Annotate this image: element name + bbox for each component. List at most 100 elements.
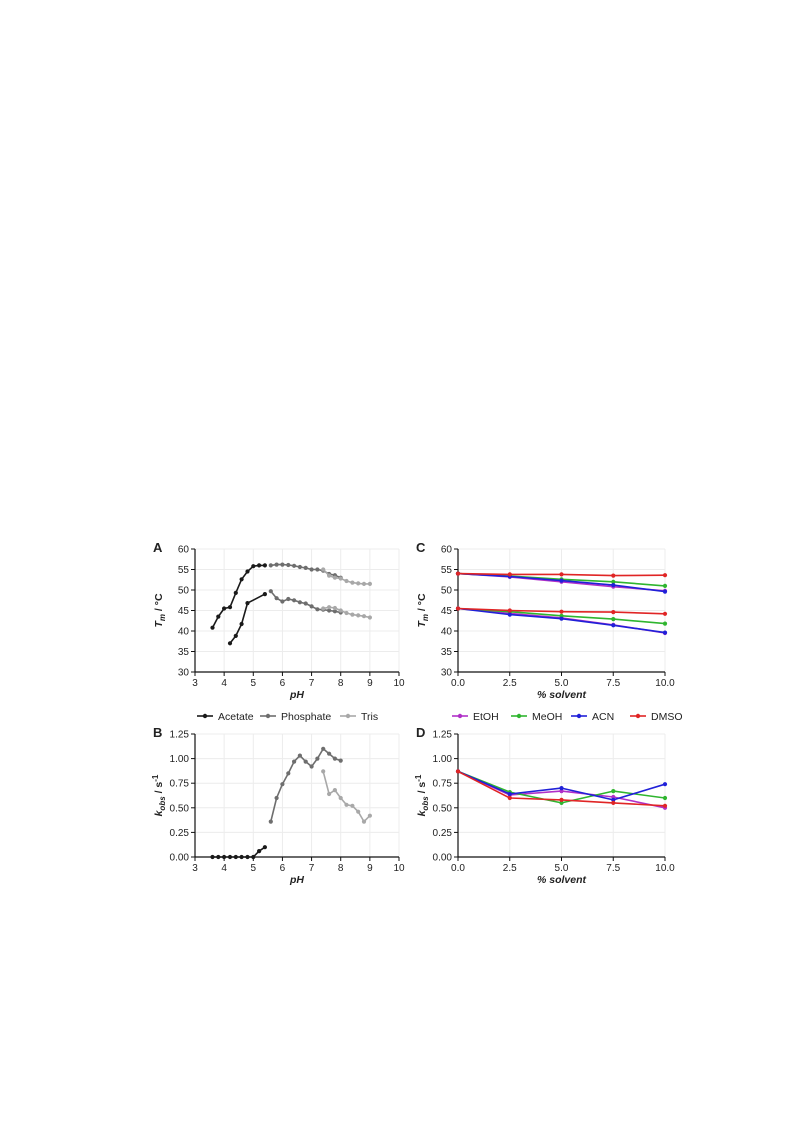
data-point	[274, 795, 279, 801]
data-point	[507, 612, 512, 617]
data-point	[315, 567, 320, 572]
panel-b: B 3 4 5 6 7 8 9 10 0.00 0.25 0.50 0.75 1.00 1.25 pH kobs…	[151, 725, 405, 886]
series-line	[322, 771, 371, 823]
y-tick-label: 30	[178, 668, 190, 679]
data-point	[350, 612, 355, 617]
data-point	[662, 782, 668, 787]
data-point	[297, 564, 302, 570]
data-point	[611, 797, 616, 803]
data-point	[361, 819, 367, 824]
x-tick-label: 5.0	[555, 678, 569, 689]
data-point	[338, 758, 343, 763]
y-axis-label-main: k	[153, 809, 165, 816]
x-axis-label: pH	[289, 874, 304, 886]
y-axis-label: kobs / s-1	[151, 774, 167, 816]
data-point	[315, 607, 320, 612]
data-point	[611, 794, 616, 800]
data-point	[268, 589, 273, 594]
data-point	[611, 573, 616, 578]
data-point	[245, 569, 250, 574]
data-point	[280, 782, 285, 787]
y-tick-label: 0.50	[433, 803, 453, 814]
legend-swatch-marker	[635, 713, 641, 719]
legend-item: Tris	[340, 711, 378, 723]
legend-label: Tris	[361, 711, 378, 723]
y-axis-label-unit: / s	[153, 782, 165, 797]
y-tick-label: 55	[441, 565, 453, 576]
y-axis-label: Tm / °C	[153, 593, 167, 627]
data-point	[507, 608, 512, 613]
data-point	[662, 630, 668, 635]
y-axis-label-subscript: obs	[421, 796, 430, 811]
data-point	[662, 621, 668, 626]
y-axis-label-subscript: m	[158, 614, 167, 621]
y-axis-label-subscript: obs	[158, 796, 167, 811]
x-tick-label: 8	[338, 863, 344, 874]
data-point	[286, 596, 291, 602]
data-point	[455, 769, 461, 774]
data-point	[251, 854, 256, 860]
data-point	[356, 581, 361, 586]
y-tick-label: 35	[178, 647, 190, 658]
data-point	[327, 573, 332, 578]
data-point	[611, 579, 616, 584]
y-tick-label: 60	[441, 545, 453, 556]
x-tick-label: 0.0	[451, 678, 465, 689]
data-point	[332, 609, 337, 614]
data-point	[559, 786, 564, 791]
data-point	[367, 615, 372, 620]
data-point	[227, 641, 233, 646]
data-point	[303, 759, 308, 764]
data-point	[338, 795, 343, 801]
data-point	[297, 753, 302, 758]
data-point	[292, 598, 297, 603]
data-point	[274, 562, 279, 567]
data-point	[321, 746, 326, 751]
data-point	[262, 845, 267, 850]
x-tick-label: 9	[367, 863, 373, 874]
data-point	[344, 802, 349, 807]
y-axis-label-subscript: m	[421, 614, 430, 621]
legend-item: Acetate	[197, 711, 254, 723]
data-point	[233, 633, 238, 639]
series-phosphate	[268, 746, 343, 824]
y-tick-label: 1.00	[170, 754, 190, 765]
data-point	[559, 797, 564, 803]
data-point	[327, 791, 332, 797]
data-point	[559, 800, 564, 806]
data-point	[662, 573, 668, 578]
data-point	[507, 572, 512, 577]
x-tick-label: 10	[393, 863, 405, 874]
y-tick-label: 0.50	[170, 803, 190, 814]
data-point	[327, 605, 332, 610]
y-axis-label-main: T	[416, 620, 428, 628]
data-point	[257, 563, 262, 568]
y-tick-label: 0.25	[433, 828, 453, 839]
data-point	[455, 606, 461, 611]
legend-swatch-marker	[576, 713, 582, 719]
legend-item: DMSO	[630, 711, 683, 723]
x-tick-label: 4	[221, 678, 227, 689]
series-dmso	[455, 769, 668, 808]
data-point	[507, 791, 512, 797]
x-tick-label: 5	[251, 678, 257, 689]
data-point	[611, 617, 616, 622]
data-point	[262, 592, 267, 597]
data-point	[611, 800, 616, 806]
x-tick-label: 7	[309, 678, 315, 689]
y-axis-label-superscript: -1	[414, 774, 423, 782]
panel-label: B	[153, 725, 162, 740]
data-point	[297, 600, 302, 605]
y-tick-label: 1.00	[433, 754, 453, 765]
data-point	[321, 567, 326, 572]
data-point	[611, 623, 616, 628]
data-point	[321, 769, 326, 774]
y-tick-label: 1.25	[433, 730, 453, 741]
data-point	[245, 601, 250, 606]
data-point	[559, 616, 564, 621]
data-point	[611, 610, 616, 615]
y-tick-label: 0.75	[170, 779, 190, 790]
x-tick-label: 9	[367, 678, 373, 689]
